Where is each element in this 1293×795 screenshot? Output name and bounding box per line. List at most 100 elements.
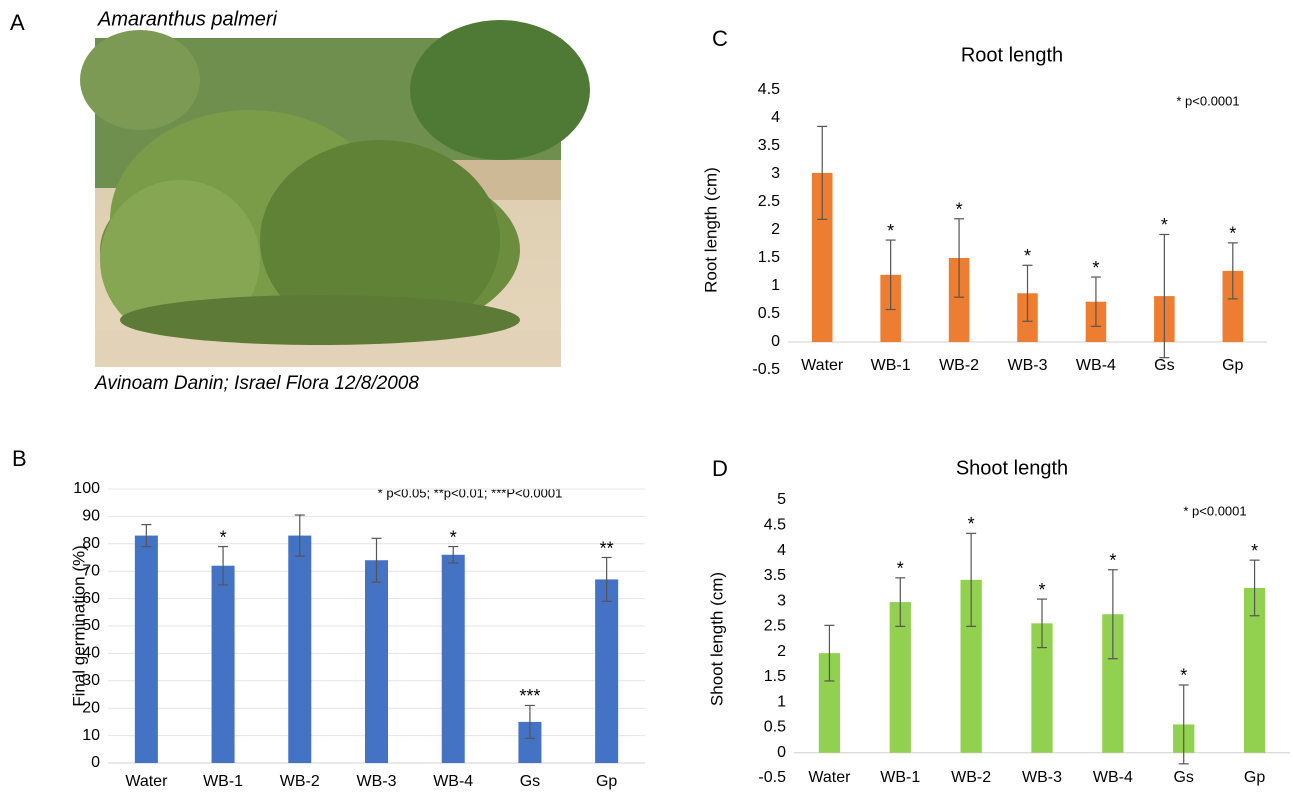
x-tick-label: WB-4 [1093,769,1133,786]
y-tick-label: 0.5 [758,305,780,322]
y-tick-label: 0 [91,754,100,771]
y-tick-label: 50 [82,617,100,634]
significance-mark: * [1251,541,1258,561]
significance-mark: * [968,514,975,534]
significance-mark: * [887,221,894,241]
panel-label: A [10,10,25,35]
y-tick-label: 30 [82,672,100,689]
significance-mark: ** [600,538,614,558]
x-tick-label: Water [808,769,851,786]
x-tick-label: WB-4 [1076,357,1116,374]
significance-mark: * [450,527,457,547]
x-tick-label: Gs [1154,357,1174,374]
y-tick-label: 3 [771,165,780,182]
y-tick-label: -0.5 [752,361,780,378]
y-tick-label: 2 [777,643,786,660]
bar [948,258,970,342]
significance-mark: * [897,559,904,579]
x-tick-label: Gp [1244,769,1265,786]
y-tick-label: 10 [82,727,100,744]
annotation: * p<0.0001 [1176,93,1239,108]
significance-mark: * [1229,224,1236,244]
y-tick-label: 70 [82,562,100,579]
bar [441,554,465,763]
chart-title: Shoot length [956,457,1068,479]
photo [80,20,590,367]
y-tick-label: 1 [771,277,780,294]
bar [1243,587,1266,753]
x-tick-label: Water [125,773,168,790]
bar [818,653,841,753]
x-tick-label: Water [801,357,844,374]
panel-label: B [12,446,27,471]
y-tick-label: 20 [82,699,100,716]
significance-mark: * [1109,551,1116,571]
x-tick-label: WB-2 [951,769,991,786]
y-tick-label: 1.5 [764,668,786,685]
y-tick-label: 40 [82,645,100,662]
x-tick-label: Gp [596,773,617,790]
panel-label: D [712,456,728,481]
significance-mark: * [1180,666,1187,686]
y-tick-label: 2 [771,221,780,238]
bar [960,579,982,753]
bar [134,535,158,763]
x-tick-label: Gs [520,773,540,790]
y-tick-label: 0 [777,744,786,761]
x-tick-label: WB-1 [203,773,243,790]
y-axis-label: Root length (cm) [701,167,720,293]
bar [211,565,235,763]
y-tick-label: 0 [771,333,780,350]
y-tick-label: 4.5 [758,81,780,98]
x-tick-label: WB-3 [1022,769,1062,786]
photo-credit: Avinoam Danin; Israel Flora 12/8/2008 [94,373,419,394]
chart-title: Root length [961,44,1063,66]
bar [1222,270,1244,342]
significance-mark: * [1092,258,1099,278]
bar [889,602,911,753]
bar [364,560,389,763]
x-tick-label: WB-3 [357,773,397,790]
x-tick-label: Gp [1222,357,1243,374]
y-tick-label: 3 [777,592,786,609]
y-axis-label: Shoot length (cm) [707,572,726,706]
y-tick-label: 5 [777,491,786,508]
y-tick-label: 3.5 [764,567,786,584]
significance-mark: * [1038,580,1045,600]
x-tick-label: WB-1 [880,769,920,786]
y-tick-label: 1 [777,693,786,710]
significance-mark: * [220,527,227,547]
bar [288,535,312,763]
significance-mark: *** [519,686,540,706]
annotation: * p<0.0001 [1183,503,1246,518]
bar [811,172,833,342]
annotation: * p<0.05; **p<0.01; ***P<0.0001 [378,485,563,500]
y-tick-label: 1.5 [758,249,780,266]
y-tick-label: 4 [777,542,786,559]
significance-mark: * [1161,215,1168,235]
y-tick-label: 0.5 [764,719,786,736]
x-tick-label: WB-2 [280,773,320,790]
bar [1102,614,1124,753]
bar [1031,623,1053,753]
y-tick-label: 80 [82,535,100,552]
y-tick-label: -0.5 [758,769,786,786]
significance-mark: * [1024,246,1031,266]
y-tick-label: 60 [82,590,100,607]
x-tick-label: WB-3 [1008,357,1048,374]
y-tick-label: 4.5 [764,516,786,533]
y-tick-label: 4 [771,109,780,126]
x-tick-label: WB-1 [871,357,911,374]
y-axis-label: Final germination (%) [69,545,88,707]
y-tick-label: 90 [82,508,100,525]
x-tick-label: WB-4 [433,773,473,790]
x-tick-label: Gs [1173,769,1193,786]
y-tick-label: 100 [73,480,100,497]
significance-mark: * [956,200,963,220]
y-tick-label: 2.5 [758,193,780,210]
y-tick-label: 3.5 [758,137,780,154]
species-name: Amaranthus palmeri [97,8,278,30]
x-tick-label: WB-2 [939,357,979,374]
y-tick-label: 2.5 [764,618,786,635]
